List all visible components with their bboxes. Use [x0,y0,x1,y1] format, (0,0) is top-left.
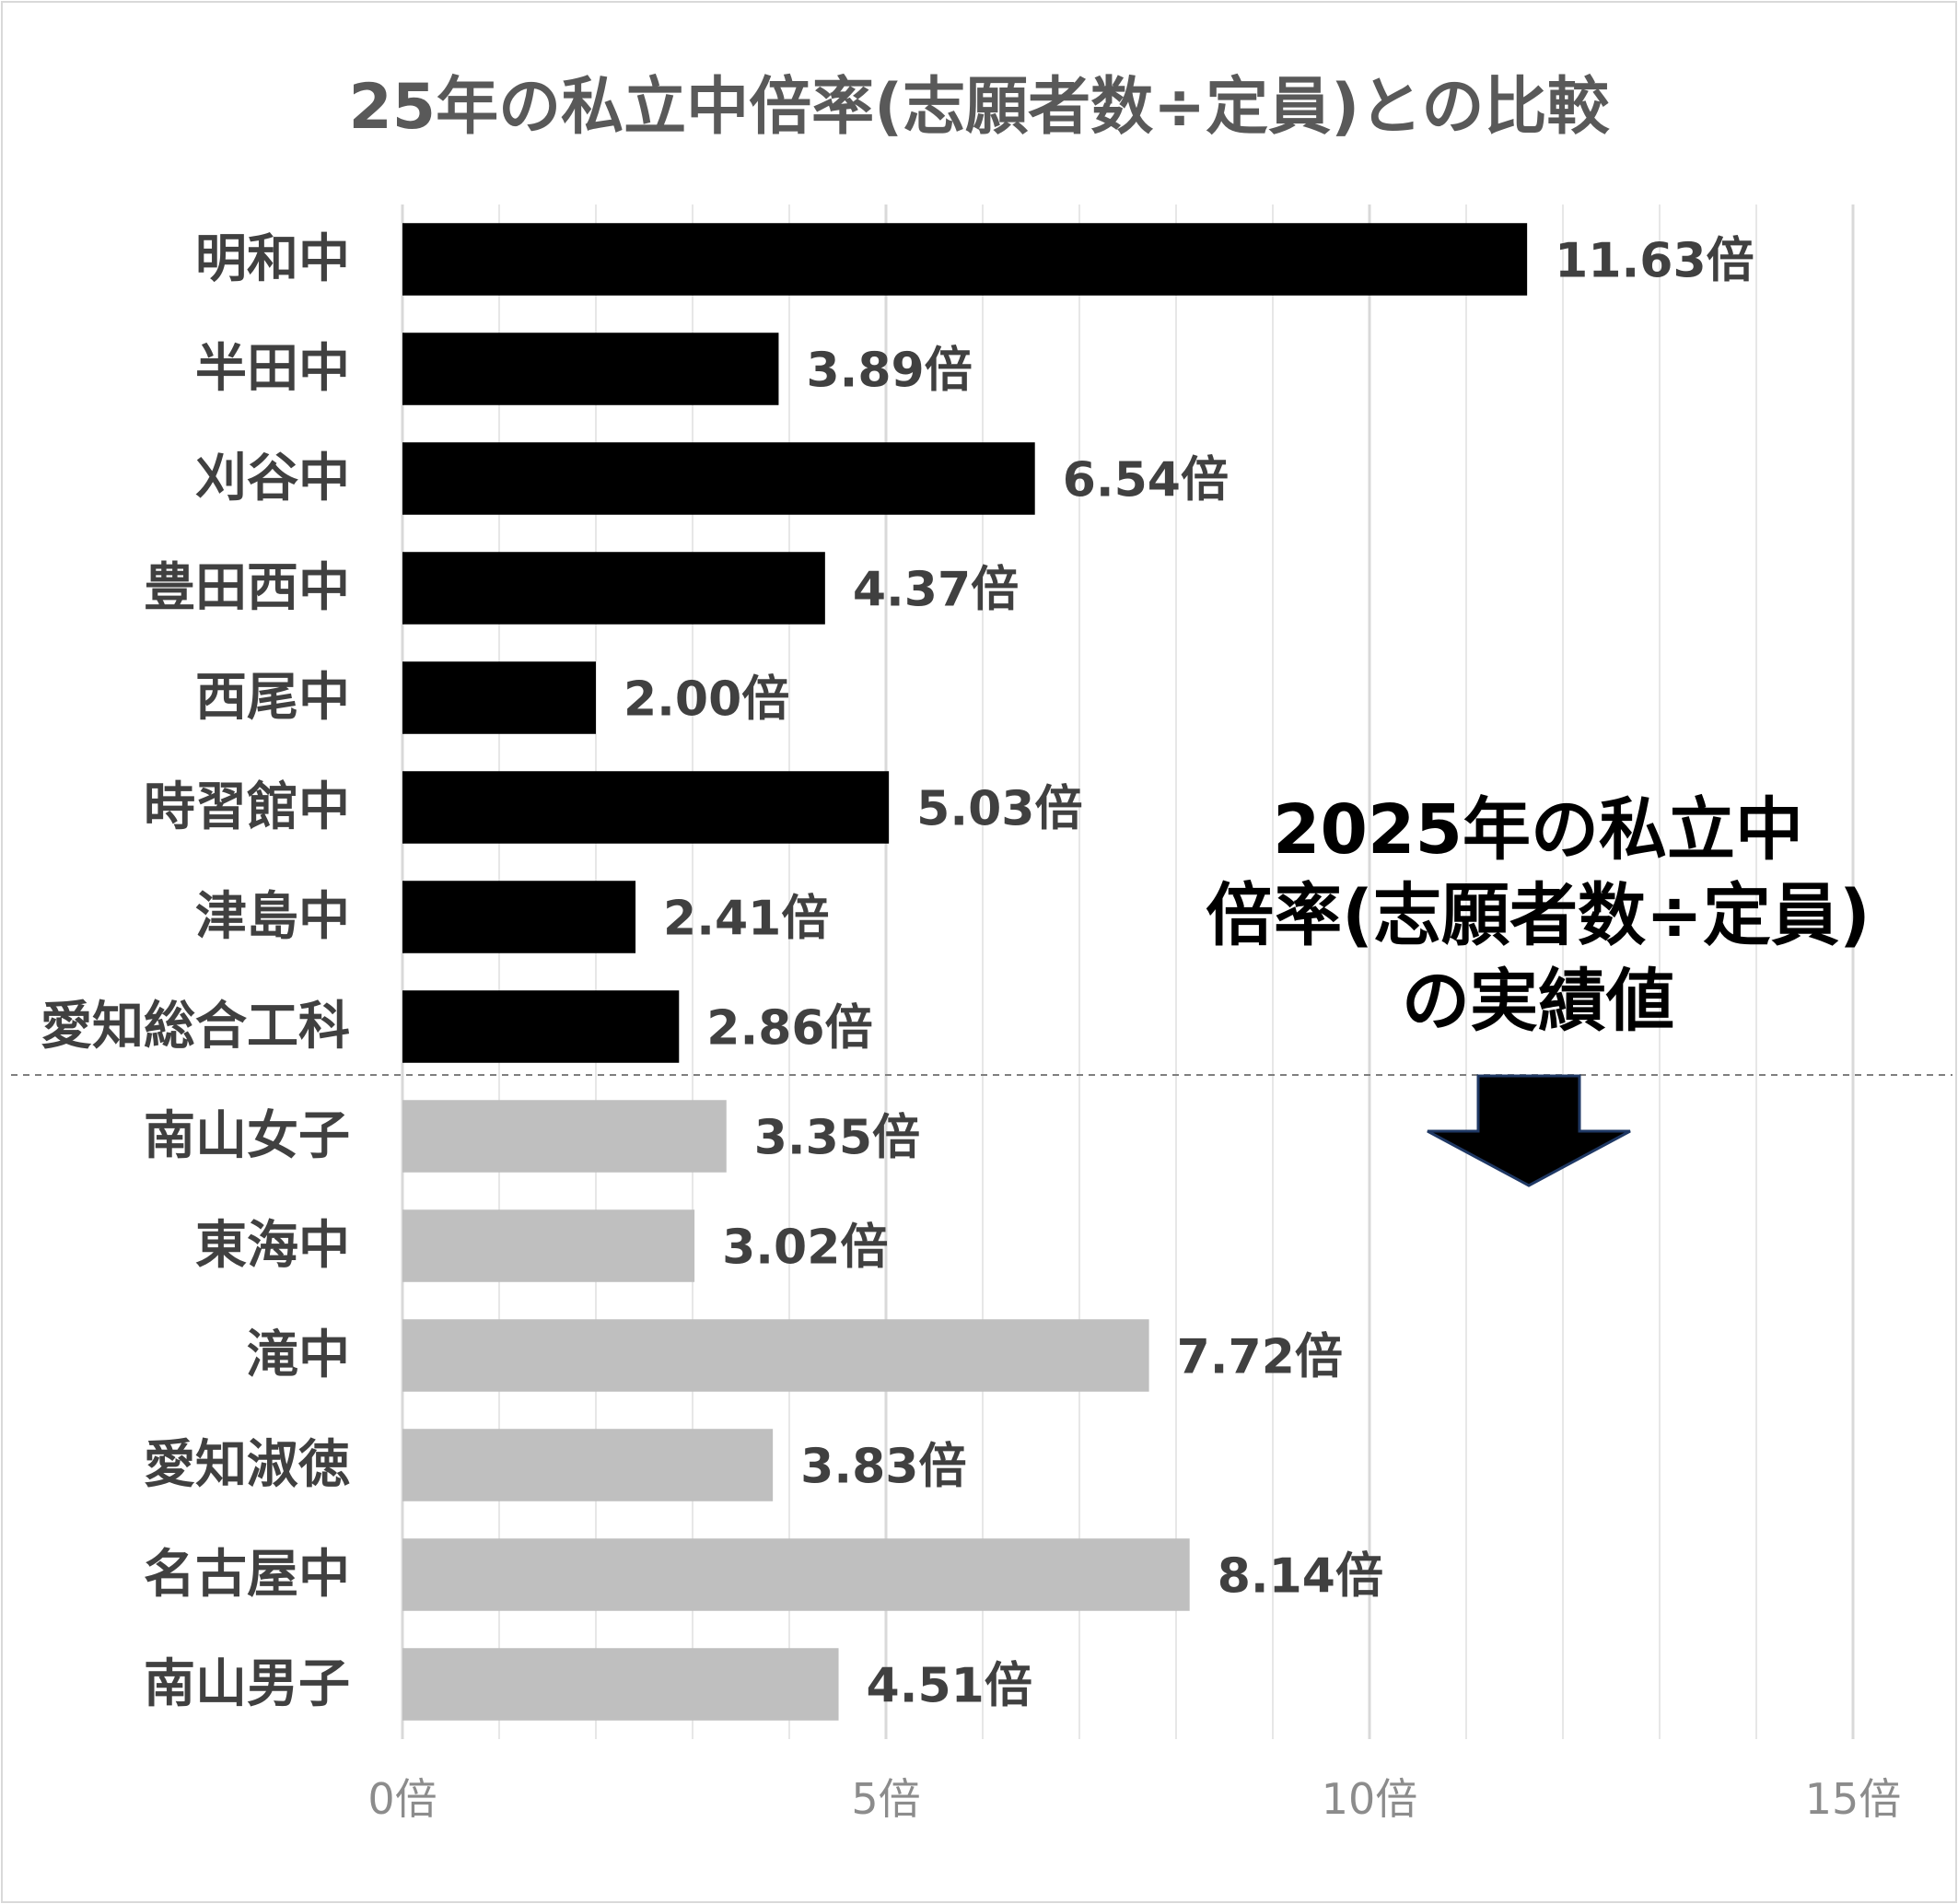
x-axis-tick-labels: 0倍 5倍 10倍 15倍 [367,1774,1901,1824]
category-label: 東海中 [195,1216,350,1276]
category-label: 愛知総合工科 [41,997,350,1057]
bar [402,1429,774,1501]
bar [402,442,1035,515]
bar [402,771,890,844]
data-label: 8.14倍 [1218,1549,1383,1605]
category-label: 半田中 [195,339,350,399]
data-label: 2.41倍 [663,892,829,947]
x-tick-label: 10倍 [1322,1774,1418,1824]
category-label: 愛知淑徳 [144,1435,350,1495]
data-label: 3.35倍 [754,1111,920,1166]
bar [402,1319,1149,1392]
bar [402,1648,839,1721]
data-labels: 11.63倍 3.89倍 6.54倍 4.37倍 2.00倍 5.03倍 2.41倍 2.86… [624,234,1754,1714]
bar [402,1538,1190,1611]
category-label: 刈谷中 [195,449,350,508]
x-tick-label: 0倍 [367,1774,437,1824]
down-arrow-icon [1427,1074,1631,1187]
x-tick-label: 15倍 [1805,1774,1902,1824]
chart-title: 25年の私立中倍率(志願者数÷定員)との比較 [348,71,1610,144]
data-label: 3.83倍 [800,1440,966,1495]
annotation-line-1: 2025年の私立中 [1273,790,1803,870]
data-label: 11.63倍 [1555,234,1754,289]
bar [402,990,680,1063]
category-labels: 明和中半田中刈谷中豊田西中西尾中時習館中津島中愛知総合工科南山女子東海中滝中愛知… [41,229,350,1714]
bar [402,1100,727,1173]
annotation-text: 2025年の私立中 倍率(志願者数÷定員) の実績値 [1133,788,1943,1045]
annotation-line-2: 倍率(志願者数÷定員) [1206,876,1871,955]
data-label: 6.54倍 [1063,453,1229,508]
category-label: 西尾中 [195,668,350,728]
annotation-line-3: の実績値 [1402,962,1674,1041]
category-label: 豊田西中 [144,558,350,618]
bars [402,223,1528,1721]
bar [402,881,636,953]
data-label: 5.03倍 [916,782,1082,837]
data-label: 4.51倍 [867,1659,1032,1714]
data-label: 2.00倍 [624,672,789,728]
category-label: 南山女子 [144,1106,350,1166]
category-label: 津島中 [195,887,350,947]
data-label: 4.37倍 [853,563,1019,618]
data-label: 2.86倍 [706,1001,872,1057]
category-label: 明和中 [195,229,350,289]
bar [402,1209,695,1282]
x-tick-label: 5倍 [851,1774,920,1824]
data-label: 7.72倍 [1177,1330,1343,1385]
bar [402,333,779,405]
data-label: 3.89倍 [806,344,972,399]
bar [402,552,825,625]
data-label: 3.02倍 [722,1221,888,1276]
bar [402,223,1528,296]
bar [402,661,596,734]
category-label: 時習館中 [144,777,350,837]
category-label: 南山男子 [144,1654,350,1714]
category-label: 名古屋中 [144,1545,350,1605]
category-label: 滝中 [247,1326,350,1385]
